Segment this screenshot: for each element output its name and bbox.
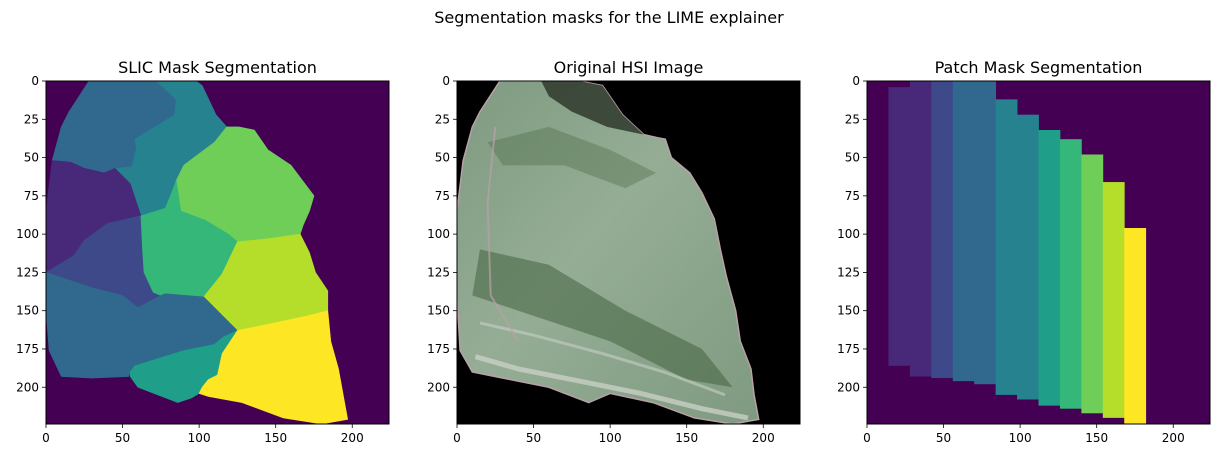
hsi-field <box>457 81 760 424</box>
patch-segment-12 <box>1124 228 1147 424</box>
patch-segment-11 <box>1102 182 1125 418</box>
x-tick-label: 200 <box>1162 431 1185 445</box>
axes-frame <box>45 80 390 425</box>
subplot-title: Patch Mask Segmentation <box>935 58 1143 77</box>
y-tick-label: 200 <box>16 380 39 394</box>
x-tick-label: 200 <box>341 431 364 445</box>
y-tick-label: 50 <box>435 151 450 165</box>
x-tick-label: 200 <box>752 431 775 445</box>
patch-segment-7 <box>1017 114 1039 400</box>
x-tick-label: 0 <box>42 431 50 445</box>
subplot-1: SLIC Mask Segmentation 0 50 100 150 200 0 25 50 7… <box>16 58 390 445</box>
y-tick-label: 75 <box>24 189 39 203</box>
y-tick-label: 50 <box>24 151 39 165</box>
patch-segment-2 <box>909 81 932 377</box>
y-tick-label: 0 <box>442 74 450 88</box>
y-tick-label: 25 <box>435 112 450 126</box>
patch-segment-6 <box>995 99 1018 395</box>
y-tick-label: 50 <box>845 151 860 165</box>
x-tick-label: 0 <box>453 431 461 445</box>
x-tick-label: 100 <box>188 431 211 445</box>
slic-segment-6 <box>203 233 329 331</box>
y-tick-label: 125 <box>16 265 39 279</box>
x-tick-label: 150 <box>675 431 698 445</box>
subplot-title: SLIC Mask Segmentation <box>118 58 317 77</box>
y-tick-label: 175 <box>16 342 39 356</box>
x-tick-label: 50 <box>936 431 951 445</box>
y-tick-label: 0 <box>31 74 39 88</box>
patch-segment-4 <box>952 81 975 382</box>
x-tick-label: 100 <box>599 431 622 445</box>
figure-suptitle: Segmentation masks for the LIME explaine… <box>434 8 784 27</box>
x-tick-label: 50 <box>115 431 130 445</box>
patch-segment-0 <box>867 96 889 354</box>
y-tick-label: 150 <box>16 304 39 318</box>
subplot-title: Original HSI Image <box>554 58 704 77</box>
y-tick-label: 25 <box>24 112 39 126</box>
subplot-3: Patch Mask Segmentation 0 50 100 150 200 0 25 50… <box>837 58 1211 445</box>
patch-segment-8 <box>1038 130 1061 406</box>
x-tick-label: 100 <box>1009 431 1032 445</box>
patch-segment-3 <box>931 81 954 379</box>
x-tick-label: 0 <box>863 431 871 445</box>
y-tick-label: 150 <box>837 304 860 318</box>
y-tick-label: 100 <box>16 227 39 241</box>
y-tick-label: 175 <box>837 342 860 356</box>
subplot-2: Original HSI Image 0 50 100 150 200 0 25 50 75 100… <box>427 58 801 445</box>
y-tick-label: 0 <box>852 74 860 88</box>
x-tick-label: 50 <box>526 431 541 445</box>
y-tick-label: 75 <box>435 189 450 203</box>
x-tick-label: 150 <box>264 431 287 445</box>
y-tick-label: 200 <box>837 380 860 394</box>
patch-segment-10 <box>1081 154 1104 414</box>
y-tick-label: 100 <box>837 227 860 241</box>
y-tick-label: 125 <box>427 265 450 279</box>
y-tick-label: 75 <box>845 189 860 203</box>
y-tick-label: 150 <box>427 304 450 318</box>
axes-frame <box>456 80 801 425</box>
hsi-track <box>486 126 520 342</box>
axes-frame <box>866 80 1211 425</box>
y-tick-label: 100 <box>427 227 450 241</box>
y-tick-label: 125 <box>837 265 860 279</box>
x-tick-label: 150 <box>1085 431 1108 445</box>
hsi-shadow <box>541 81 644 135</box>
hsi-stripe-mid <box>479 321 726 397</box>
patch-segment-5 <box>974 81 997 385</box>
y-tick-label: 200 <box>427 380 450 394</box>
y-tick-label: 175 <box>427 342 450 356</box>
y-tick-label: 25 <box>845 112 860 126</box>
patch-segment-1 <box>888 87 911 366</box>
patch-segment-9 <box>1059 139 1082 409</box>
hsi-stripe-lower <box>474 354 749 421</box>
hsi-dark-patch <box>487 126 657 189</box>
hsi-dark-band <box>472 249 733 388</box>
slic-segment-9 <box>198 310 349 424</box>
